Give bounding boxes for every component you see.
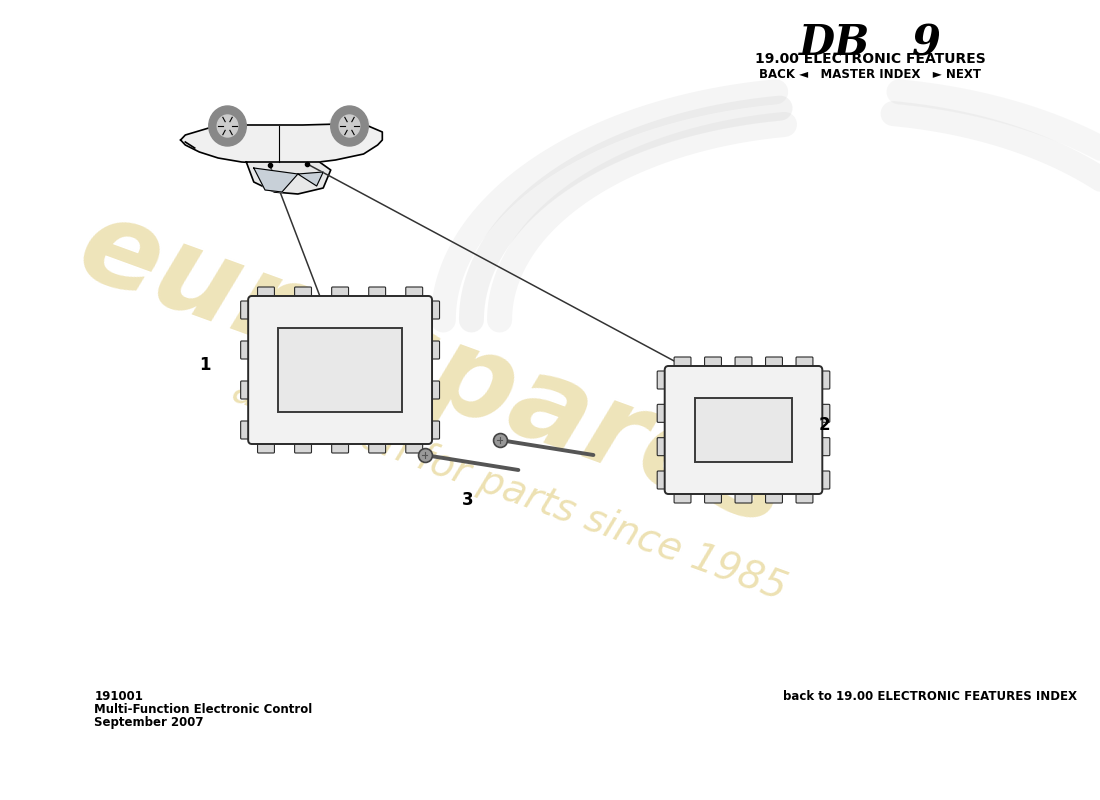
FancyBboxPatch shape: [657, 438, 670, 456]
FancyBboxPatch shape: [406, 439, 422, 453]
FancyBboxPatch shape: [657, 404, 670, 422]
FancyBboxPatch shape: [705, 489, 722, 503]
Text: 2: 2: [818, 416, 830, 434]
FancyBboxPatch shape: [406, 287, 422, 301]
FancyBboxPatch shape: [674, 357, 691, 371]
Text: 3: 3: [462, 491, 474, 509]
Polygon shape: [246, 162, 331, 194]
Circle shape: [331, 106, 368, 146]
FancyBboxPatch shape: [817, 471, 829, 489]
FancyBboxPatch shape: [796, 489, 813, 503]
FancyBboxPatch shape: [241, 381, 253, 399]
FancyBboxPatch shape: [766, 489, 782, 503]
FancyBboxPatch shape: [427, 301, 440, 319]
Polygon shape: [298, 172, 323, 186]
FancyBboxPatch shape: [332, 287, 349, 301]
Bar: [695, 398, 792, 462]
FancyBboxPatch shape: [295, 287, 311, 301]
FancyBboxPatch shape: [257, 439, 274, 453]
FancyBboxPatch shape: [817, 438, 829, 456]
Polygon shape: [254, 168, 298, 192]
Circle shape: [217, 115, 238, 137]
FancyBboxPatch shape: [427, 341, 440, 359]
FancyBboxPatch shape: [257, 287, 274, 301]
Text: Multi-Function Electronic Control: Multi-Function Electronic Control: [95, 703, 312, 716]
FancyBboxPatch shape: [249, 296, 432, 444]
FancyBboxPatch shape: [427, 381, 440, 399]
Text: eurospares: eurospares: [64, 188, 804, 552]
FancyBboxPatch shape: [241, 421, 253, 439]
Text: DB: DB: [799, 22, 870, 64]
FancyBboxPatch shape: [332, 439, 349, 453]
Text: September 2007: September 2007: [95, 716, 204, 729]
Circle shape: [209, 106, 246, 146]
FancyBboxPatch shape: [796, 357, 813, 371]
Polygon shape: [329, 110, 370, 126]
Text: back to 19.00 ELECTRONIC FEATURES INDEX: back to 19.00 ELECTRONIC FEATURES INDEX: [782, 690, 1077, 703]
FancyBboxPatch shape: [735, 357, 752, 371]
FancyBboxPatch shape: [295, 439, 311, 453]
FancyBboxPatch shape: [817, 404, 829, 422]
FancyBboxPatch shape: [657, 471, 670, 489]
FancyBboxPatch shape: [368, 287, 386, 301]
FancyBboxPatch shape: [766, 357, 782, 371]
FancyBboxPatch shape: [368, 439, 386, 453]
FancyBboxPatch shape: [735, 489, 752, 503]
FancyBboxPatch shape: [241, 301, 253, 319]
Text: 9: 9: [912, 22, 942, 64]
FancyBboxPatch shape: [664, 366, 823, 494]
Bar: [278, 328, 402, 412]
FancyBboxPatch shape: [241, 341, 253, 359]
Text: 19.00 ELECTRONIC FEATURES: 19.00 ELECTRONIC FEATURES: [755, 52, 986, 66]
Text: a passion for parts since 1985: a passion for parts since 1985: [227, 372, 791, 608]
Polygon shape: [180, 124, 383, 164]
FancyBboxPatch shape: [427, 421, 440, 439]
FancyBboxPatch shape: [705, 357, 722, 371]
FancyBboxPatch shape: [657, 371, 670, 389]
FancyBboxPatch shape: [817, 371, 829, 389]
FancyBboxPatch shape: [674, 489, 691, 503]
Text: 1: 1: [199, 356, 211, 374]
Circle shape: [339, 115, 360, 137]
Text: BACK ◄   MASTER INDEX   ► NEXT: BACK ◄ MASTER INDEX ► NEXT: [759, 68, 981, 81]
Text: 191001: 191001: [95, 690, 143, 703]
